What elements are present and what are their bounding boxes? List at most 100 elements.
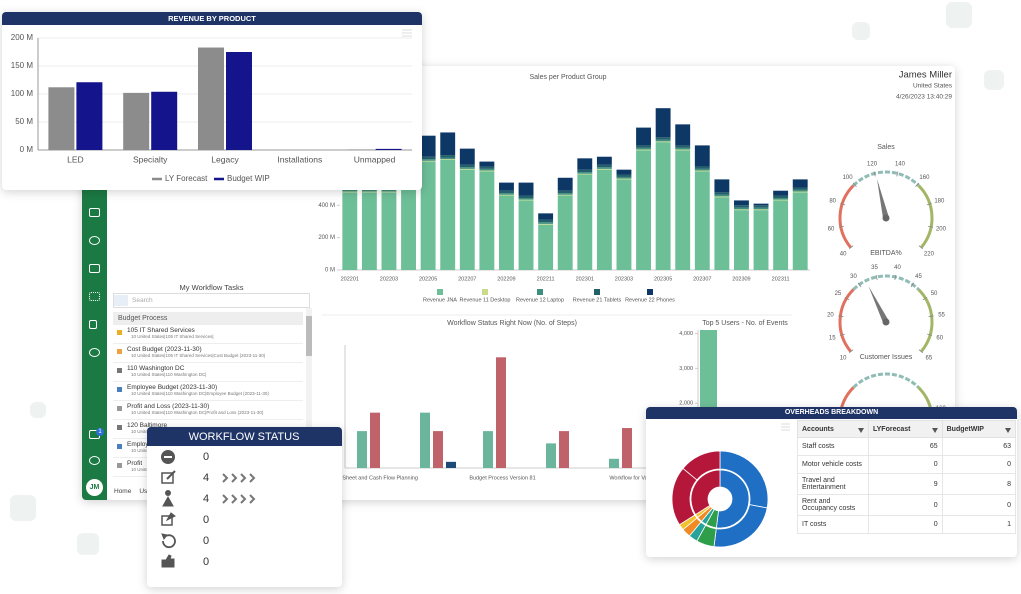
notification-badge: 1	[96, 428, 104, 436]
x-tick-label: 202301	[576, 276, 594, 282]
bar-segment	[518, 195, 534, 198]
bar-segment	[361, 191, 377, 193]
sunburst-segment	[715, 469, 750, 529]
nav-icon[interactable]	[89, 236, 100, 245]
bar-segment	[734, 209, 749, 211]
bar-segment	[616, 176, 632, 179]
task-item[interactable]: 110 Washington DC 10 United States|110 Wa…	[113, 363, 303, 382]
workflow-status-card: WORKFLOW STATUS 0 4 4 0 0 0	[147, 427, 342, 587]
tab[interactable]: Use	[139, 488, 151, 495]
nav-icon[interactable]	[89, 456, 100, 465]
task-title: 105 IT Shared Services	[127, 327, 195, 334]
cell: 8	[941, 473, 1017, 495]
scrollbar[interactable]	[306, 308, 312, 480]
bar-segment	[675, 145, 691, 148]
gauge-tick-label: 160	[919, 175, 930, 181]
bar-segment	[734, 207, 749, 210]
gauge-tick-label: 25	[835, 291, 842, 297]
cell: 0	[868, 515, 943, 534]
gauge-tick-label: 30	[850, 274, 857, 280]
bar-segment	[792, 187, 808, 190]
nav-icon[interactable]	[89, 264, 100, 273]
bar-segment	[381, 191, 397, 193]
gauge-tick-label: 45	[915, 274, 922, 280]
gauge-tick-label: 220	[924, 252, 935, 258]
bar	[496, 357, 506, 468]
column-header[interactable]: LYForecast	[868, 420, 943, 438]
bar-segment	[440, 159, 456, 270]
task-item[interactable]: Employee Budget (2023-11-30) 10 United St…	[113, 382, 303, 401]
bar-segment	[440, 155, 456, 158]
decoration	[77, 533, 99, 555]
y-tick-label: 200 M	[11, 33, 34, 42]
bar-segment	[694, 166, 710, 169]
cell: 0	[868, 455, 943, 474]
bar-segment	[734, 200, 749, 206]
x-tick-label: 202205	[419, 276, 437, 282]
menu-icon[interactable]	[781, 423, 790, 431]
y-tick-label: 4,000	[679, 331, 693, 337]
cell: Staff costs	[797, 437, 869, 456]
gauge-tick	[918, 245, 924, 250]
task-item[interactable]: Profit and Loss (2023-11-30) 10 United St…	[113, 401, 303, 420]
gauge-hub	[882, 214, 890, 222]
avatar[interactable]: JM	[86, 479, 103, 496]
task-path: 10 United States|110 Washington DC|Emplo…	[131, 391, 269, 396]
tab[interactable]: Home	[114, 488, 132, 495]
y-tick-label: 50 M	[15, 117, 33, 126]
search-box[interactable]: Search	[113, 293, 310, 308]
x-tick-label: ce Sheet and Cash Flow Planning	[335, 475, 418, 481]
nav-icon[interactable]	[89, 292, 100, 301]
workflow-status: WORKFLOW STATUS 0 4 4 0 0 0	[147, 427, 342, 568]
cell: Motor vehicle costs	[797, 455, 869, 474]
bar-segment	[499, 190, 514, 194]
bar-segment	[636, 127, 651, 146]
bar	[151, 91, 178, 150]
x-tick-label: 202311	[772, 276, 790, 282]
bar-segment	[636, 150, 651, 270]
y-tick-label: 200 M	[318, 235, 335, 241]
cell: 1	[941, 515, 1017, 534]
status-count: 0	[203, 556, 209, 568]
bar-segment	[753, 207, 769, 210]
bar-segment	[557, 190, 573, 194]
gauge-tick	[922, 297, 928, 301]
column-header[interactable]: BudgetWIP	[941, 420, 1017, 438]
revenue-chart: REVENUE BY PRODUCT 0 M 50 M 100 M 150 M 200 …	[2, 12, 422, 183]
bar-segment	[773, 200, 789, 270]
column-header[interactable]: Accounts	[797, 420, 869, 438]
menu-icon[interactable]	[402, 29, 412, 37]
nav-icon[interactable]	[89, 320, 97, 329]
y-tick-label: 0 M	[20, 145, 34, 154]
x-tick-label: 202211	[537, 276, 555, 282]
y-tick-label: 150 M	[11, 61, 34, 70]
bar-segment	[538, 213, 554, 220]
bar	[347, 149, 374, 150]
cell: 0	[941, 494, 1017, 516]
bar-segment	[616, 178, 632, 180]
bar-segment	[694, 170, 710, 172]
status-count: 4	[203, 493, 209, 505]
status-count: 0	[203, 535, 209, 547]
gauge-tick	[918, 349, 924, 354]
bar-segment	[655, 142, 671, 270]
gauge-tick-label: 80	[829, 198, 836, 204]
bar	[433, 431, 443, 468]
bar	[609, 458, 619, 468]
card-title: OVERHEADS BREAKDOWN	[646, 407, 1017, 419]
bar-segment	[675, 124, 691, 146]
nav-icon[interactable]	[89, 348, 100, 357]
gauge-tick	[848, 245, 854, 250]
decoration	[984, 70, 1004, 90]
task-item[interactable]: 105 IT Shared Services 10 United States|1…	[113, 325, 303, 344]
y-tick-label: 0 M	[325, 268, 335, 274]
bar-segment	[753, 205, 769, 208]
sidebar: 1 JM	[82, 190, 107, 500]
task-item[interactable]: Cost Budget (2023-11-30) 10 United States…	[113, 344, 303, 363]
x-tick-label: 202209	[497, 276, 515, 282]
bar-segment	[499, 195, 514, 270]
bar-segment	[479, 161, 495, 167]
header-text: Accounts	[802, 425, 834, 433]
gauge-tick	[910, 282, 915, 288]
nav-icon[interactable]	[89, 208, 100, 217]
